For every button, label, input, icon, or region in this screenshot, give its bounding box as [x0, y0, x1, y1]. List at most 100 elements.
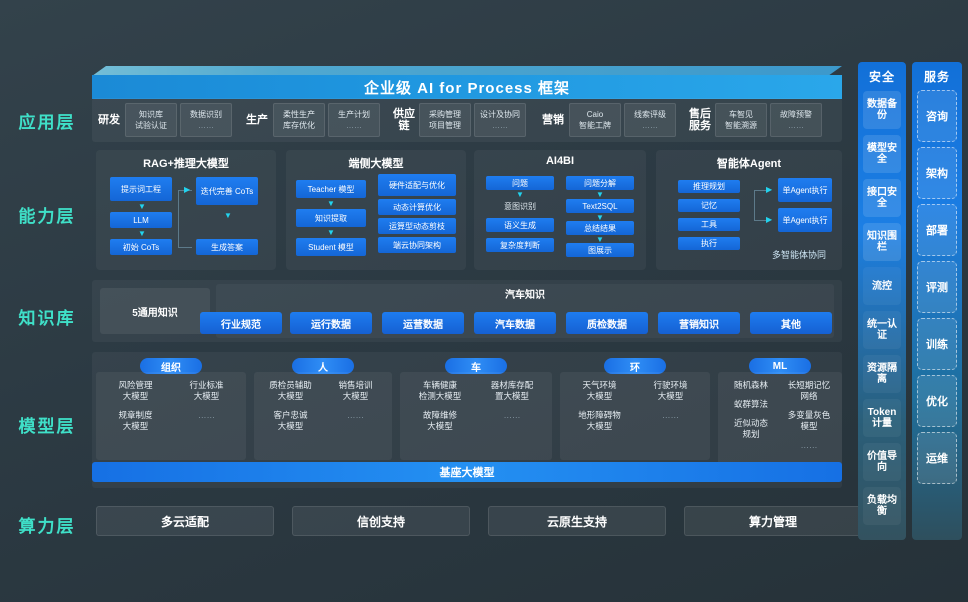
- layer-label-compute: 算力层: [18, 517, 76, 536]
- service-item[interactable]: 咨询: [917, 90, 957, 142]
- model-item[interactable]: 随机森林: [733, 380, 768, 390]
- cap-chip[interactable]: 运算型动态剪枝: [378, 218, 456, 234]
- app-group-production[interactable]: 生产 柔性生产 库存优化 生产计划 ……: [244, 100, 380, 140]
- compute-chip-xinchuang[interactable]: 信创支持: [292, 506, 470, 536]
- security-item[interactable]: 统一认证: [863, 311, 901, 349]
- app-cell[interactable]: 线索评级 ……: [624, 103, 676, 137]
- base-model-bar[interactable]: 基座大模型: [92, 462, 842, 482]
- cap-chip[interactable]: 推理规划: [678, 180, 740, 193]
- connector: [754, 220, 770, 221]
- capability-box-agent[interactable]: 智能体Agent 推理规划 记忆 工具 执行 单Agent执行 单Agent执行…: [656, 150, 842, 270]
- cap-chip[interactable]: 动态计算优化: [378, 199, 456, 215]
- security-item[interactable]: 流控: [863, 267, 901, 305]
- cap-chip[interactable]: 图展示: [566, 243, 634, 257]
- kb-chip[interactable]: 营销知识: [658, 312, 740, 334]
- kb-chip[interactable]: 运营数据: [382, 312, 464, 334]
- security-item[interactable]: 价值导向: [863, 443, 901, 481]
- model-group-head: 环: [604, 358, 666, 374]
- app-group-supply-chain[interactable]: 供应链 采购管理 项目管理 设计及协同 ……: [392, 100, 526, 140]
- kb-chip[interactable]: 运行数据: [290, 312, 372, 334]
- arrow-down-icon: ▼: [596, 235, 604, 244]
- model-item[interactable]: 销售培训 大模型: [338, 380, 373, 401]
- security-item[interactable]: 负载均衡: [863, 487, 901, 525]
- model-item[interactable]: 近似动态 规划: [733, 418, 768, 439]
- model-item[interactable]: 地形障碍物 大模型: [578, 410, 621, 431]
- cap-chip[interactable]: 语义生成: [486, 218, 554, 232]
- app-cell[interactable]: 知识库 试验认证: [125, 103, 177, 137]
- capability-box-rag[interactable]: RAG+推理大模型 提示词工程 ▼ LLM ▼ 初始 CoTs 迭代完善 CoT…: [96, 150, 276, 270]
- service-item[interactable]: 训练: [917, 318, 957, 370]
- kb-chip[interactable]: 行业规范: [200, 312, 282, 334]
- app-cell[interactable]: 生产计划 ……: [328, 103, 380, 137]
- security-item[interactable]: Token计量: [863, 399, 901, 437]
- capability-box-edge[interactable]: 端侧大模型 Teacher 模型 ▼ 知识提取 ▼ Student 模型 硬件适…: [286, 150, 466, 270]
- service-item[interactable]: 架构: [917, 147, 957, 199]
- service-item[interactable]: 运维: [917, 432, 957, 484]
- cap-chip[interactable]: 单Agent执行: [778, 178, 832, 202]
- cap-chip[interactable]: 记忆: [678, 199, 740, 212]
- general-knowledge-box[interactable]: 5通用知识: [100, 288, 210, 334]
- model-item[interactable]: 器材库存配 置大模型: [490, 380, 534, 401]
- model-item[interactable]: 行业标准 大模型: [189, 380, 224, 401]
- cap-chip[interactable]: 生成答案: [196, 239, 258, 255]
- model-item[interactable]: 规章制度 大模型: [118, 410, 153, 431]
- cap-chip[interactable]: 提示词工程: [110, 177, 172, 201]
- arrow-down-icon: ▼: [138, 202, 146, 211]
- service-item[interactable]: 评测: [917, 261, 957, 313]
- app-cell[interactable]: 设计及协同 ……: [474, 103, 526, 137]
- cap-chip[interactable]: 单Agent执行: [778, 208, 832, 232]
- model-item[interactable]: 蚁群算法: [733, 399, 768, 409]
- app-cell[interactable]: 数据识别 ……: [180, 103, 232, 137]
- arrow-right-icon: ▶: [766, 185, 773, 194]
- cap-chip[interactable]: 复杂度判断: [486, 238, 554, 252]
- cap-chip[interactable]: 初始 CoTs: [110, 239, 172, 255]
- security-item[interactable]: 数据备份: [863, 91, 901, 129]
- cap-chip[interactable]: 知识提取: [296, 209, 366, 227]
- model-item[interactable]: 风险管理 大模型: [118, 380, 153, 401]
- compute-chip-cloudnative[interactable]: 云原生支持: [488, 506, 666, 536]
- app-cell[interactable]: Caio 智能工牌: [569, 103, 621, 137]
- model-col: 车辆健康 检测大模型 故障维修 大模型: [406, 380, 474, 454]
- cap-chip[interactable]: Teacher 模型: [296, 180, 366, 198]
- security-item[interactable]: 知识围栏: [863, 223, 901, 261]
- model-item[interactable]: 故障维修 大模型: [422, 410, 457, 431]
- model-item[interactable]: 质检员辅助 大模型: [269, 380, 312, 401]
- cap-chip[interactable]: 端云协同架构: [378, 237, 456, 253]
- model-item[interactable]: 长短期记忆 网络: [787, 380, 831, 401]
- cap-chip[interactable]: 总结结果: [566, 221, 634, 235]
- cap-chip[interactable]: 问题分解: [566, 176, 634, 190]
- cap-chip[interactable]: 问题: [486, 176, 554, 190]
- model-item[interactable]: 天气环境 大模型: [582, 380, 617, 401]
- app-cell[interactable]: 柔性生产 库存优化: [273, 103, 325, 137]
- service-item[interactable]: 优化: [917, 375, 957, 427]
- kb-chip[interactable]: 汽车数据: [474, 312, 556, 334]
- compute-chip-management[interactable]: 算力管理: [684, 506, 862, 536]
- cap-chip[interactable]: 工具: [678, 218, 740, 231]
- security-item[interactable]: 模型安全: [863, 135, 901, 173]
- service-item[interactable]: 部署: [917, 204, 957, 256]
- cap-chip[interactable]: 硬件适配与优化: [378, 174, 456, 196]
- model-item[interactable]: 行驶环境 大模型: [653, 380, 688, 401]
- compute-chip-multicloud[interactable]: 多云适配: [96, 506, 274, 536]
- capability-box-ai4bi[interactable]: AI4BI 问题 ▼ 意图识别 语义生成 复杂度判断 问题分解 ▼ Text2S…: [474, 150, 646, 270]
- app-group-marketing[interactable]: 营销 Caio 智能工牌 线索评级 ……: [540, 100, 676, 140]
- cap-chip[interactable]: 执行: [678, 237, 740, 250]
- cap-chip[interactable]: 迭代完善 CoTs: [196, 177, 258, 205]
- app-cell[interactable]: 车智见 智能溯源: [715, 103, 767, 137]
- cap-chip[interactable]: LLM: [110, 212, 172, 228]
- app-group-rd[interactable]: 研发 知识库 试验认证 数据识别 ……: [96, 100, 232, 140]
- kb-chip[interactable]: 其他: [750, 312, 832, 334]
- app-cell[interactable]: 故障预警 ……: [770, 103, 822, 137]
- kb-chip[interactable]: 质检数据: [566, 312, 648, 334]
- model-item[interactable]: 客户忠诚 大模型: [273, 410, 308, 431]
- arrow-down-icon: ▼: [596, 190, 604, 199]
- app-cell[interactable]: 采购管理 项目管理: [419, 103, 471, 137]
- cap-chip[interactable]: Text2SQL: [566, 199, 634, 213]
- cap-chip[interactable]: 意图识别: [504, 201, 536, 211]
- cap-chip[interactable]: Student 模型: [296, 238, 366, 256]
- app-group-after-sales[interactable]: 售后 服务 车智见 智能溯源 故障预警 ……: [688, 100, 822, 140]
- model-item[interactable]: 多变量灰色 模型: [787, 410, 831, 431]
- model-item[interactable]: 车辆健康 检测大模型: [418, 380, 462, 401]
- security-item[interactable]: 接口安全: [863, 179, 901, 217]
- security-item[interactable]: 资源隔离: [863, 355, 901, 393]
